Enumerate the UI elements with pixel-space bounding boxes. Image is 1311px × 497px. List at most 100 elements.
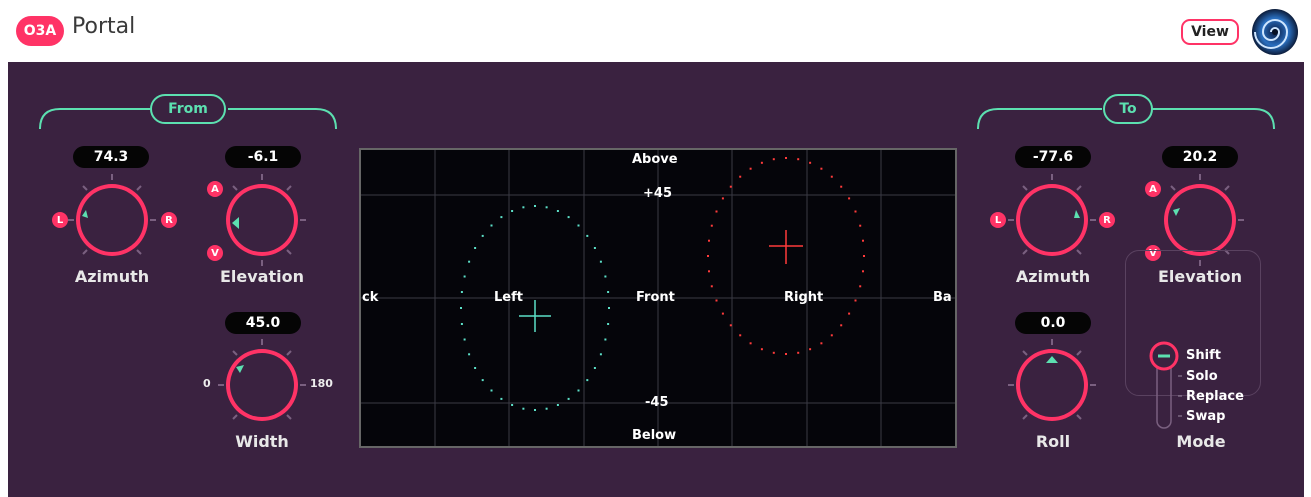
to-elevation-value[interactable]: 20.2: [1162, 146, 1238, 168]
to-bracket: [977, 108, 1275, 130]
app-title: Portal: [72, 14, 136, 39]
from-elevation-knob[interactable]: [214, 172, 310, 268]
region-dot: [721, 312, 724, 315]
region-dot: [490, 224, 493, 227]
region-dot: [511, 404, 514, 406]
from-title: From: [150, 94, 226, 124]
region-dot: [854, 299, 857, 302]
from-azimuth-knob[interactable]: [64, 172, 160, 268]
region-dot: [534, 205, 536, 207]
from-elevation-up-badge: A: [207, 181, 223, 197]
spatial-map[interactable]: [359, 148, 957, 448]
to-azimuth-left-badge: L: [990, 212, 1006, 228]
region-dot: [511, 210, 514, 212]
region-dot: [460, 323, 463, 325]
region-dot: [739, 175, 742, 178]
from-width-value[interactable]: 45.0: [225, 312, 301, 334]
from-elevation-label: Elevation: [219, 267, 304, 286]
region-dot: [729, 185, 732, 188]
region-dot: [599, 353, 602, 356]
map-label-back-left: ck: [362, 290, 379, 305]
region-dot: [586, 234, 589, 237]
from-azimuth-right-badge: R: [161, 212, 177, 228]
region-dot: [577, 224, 580, 227]
map-grid: [361, 150, 955, 446]
region-dot: [715, 299, 718, 302]
region-dot: [830, 175, 833, 178]
region-dot: [522, 206, 525, 209]
region-dot: [760, 161, 763, 164]
region-dot: [490, 389, 493, 392]
to-elevation-label: Elevation: [1157, 267, 1242, 286]
region-dot: [545, 206, 548, 209]
to-elevation-down-badge: V: [1145, 245, 1161, 261]
region-dot: [830, 334, 833, 337]
region-dot: [577, 389, 580, 392]
mode-switch[interactable]: [1148, 340, 1182, 432]
to-elevation-up-badge: A: [1145, 181, 1161, 197]
region-dot: [848, 312, 851, 315]
region-dot: [797, 351, 800, 354]
mode-option-solo[interactable]: Solo: [1186, 369, 1218, 384]
region-dot: [848, 197, 851, 200]
map-label-plus45: +45: [643, 186, 672, 201]
region-dot: [500, 397, 503, 400]
to-azimuth-value[interactable]: -77.6: [1015, 146, 1091, 168]
mode-label: Mode: [1176, 432, 1226, 451]
region-dot: [460, 307, 462, 309]
region-dot: [608, 307, 610, 309]
from-azimuth-left-badge: L: [52, 212, 68, 228]
from-elevation-value[interactable]: -6.1: [225, 146, 301, 168]
from-width-knob[interactable]: [214, 337, 310, 433]
map-label-above: Above: [632, 152, 678, 167]
region-dot: [820, 342, 823, 345]
from-width-max-label: 180: [310, 377, 333, 390]
region-dot: [593, 247, 596, 249]
region-dot: [556, 210, 559, 212]
region-dot: [607, 323, 610, 325]
region-dot: [721, 197, 724, 200]
to-azimuth-knob[interactable]: [1004, 172, 1100, 268]
from-width-min-label: 0: [203, 377, 211, 390]
region-dot: [729, 324, 732, 327]
from-azimuth-value[interactable]: 74.3: [73, 146, 149, 168]
region-dot: [607, 291, 610, 293]
from-bracket: [39, 108, 337, 130]
map-label-minus45: -45: [645, 395, 669, 410]
target-position-marker: [769, 230, 803, 264]
to-roll-value[interactable]: 0.0: [1015, 312, 1091, 334]
region-dot: [522, 407, 525, 410]
region-dot: [749, 167, 752, 170]
region-dot: [708, 270, 710, 273]
region-dot: [760, 348, 763, 351]
to-roll-label: Roll: [1035, 432, 1071, 451]
to-title: To: [1103, 94, 1153, 124]
region-dot: [708, 239, 710, 242]
view-button[interactable]: View: [1181, 19, 1239, 45]
region-dot: [556, 404, 559, 406]
region-dot: [593, 367, 596, 369]
mode-option-swap[interactable]: Swap: [1186, 409, 1226, 424]
region-dot: [463, 338, 466, 341]
region-dot: [840, 324, 843, 327]
region-dot: [710, 224, 713, 227]
mode-option-replace[interactable]: Replace: [1186, 389, 1244, 404]
to-elevation-knob[interactable]: [1152, 172, 1248, 268]
region-dot: [599, 260, 602, 263]
region-dot: [859, 285, 862, 288]
region-dot: [567, 216, 570, 219]
region-dot: [463, 275, 466, 278]
to-azimuth-right-badge: R: [1099, 212, 1115, 228]
region-dot: [859, 224, 862, 227]
region-dot: [500, 216, 503, 219]
region-dot: [710, 285, 713, 288]
region-dot: [707, 255, 709, 257]
region-dot: [772, 158, 775, 161]
region-dot: [739, 334, 742, 337]
region-dot: [840, 185, 843, 188]
to-roll-knob[interactable]: [1004, 337, 1100, 433]
region-dot: [854, 210, 857, 213]
region-dot: [534, 409, 536, 411]
map-label-below: Below: [632, 428, 677, 443]
mode-option-shift[interactable]: Shift: [1186, 348, 1221, 363]
